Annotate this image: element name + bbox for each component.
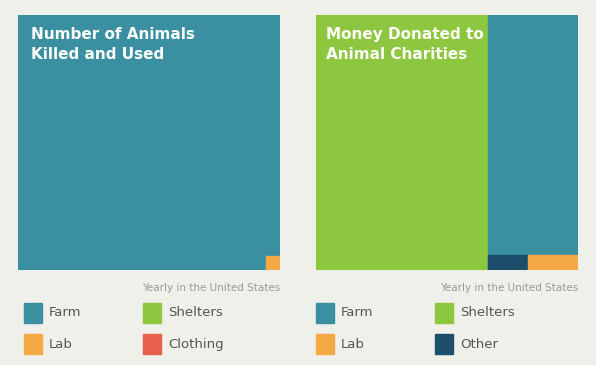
Text: Clothing: Clothing: [168, 338, 224, 350]
Bar: [488, 15, 578, 270]
Text: Yearly in the United States: Yearly in the United States: [440, 283, 578, 293]
Bar: [529, 255, 578, 270]
Text: Number of Animals
Killed and Used: Number of Animals Killed and Used: [31, 27, 195, 62]
Text: Farm: Farm: [49, 307, 82, 319]
Text: Other: Other: [460, 338, 498, 350]
Text: Farm: Farm: [341, 307, 374, 319]
Bar: [316, 15, 488, 270]
Text: Lab: Lab: [341, 338, 365, 350]
Bar: [266, 256, 280, 270]
Text: Money Donated to
Animal Charities: Money Donated to Animal Charities: [327, 27, 484, 62]
Text: Shelters: Shelters: [460, 307, 515, 319]
Text: Shelters: Shelters: [168, 307, 223, 319]
Bar: [488, 255, 529, 270]
Text: Lab: Lab: [49, 338, 73, 350]
Text: Yearly in the United States: Yearly in the United States: [142, 283, 280, 293]
